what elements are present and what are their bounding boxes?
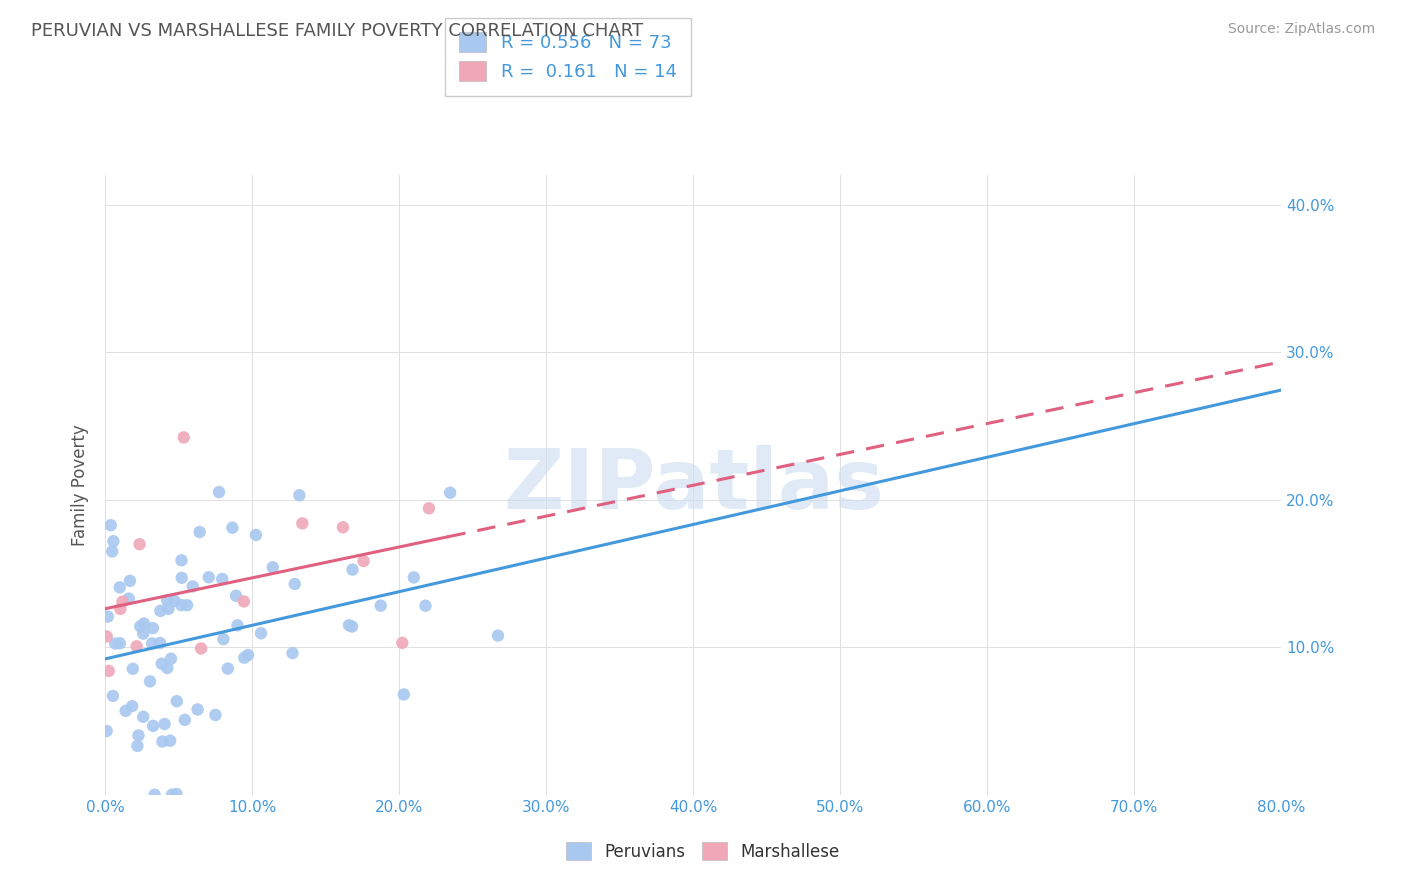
Point xyxy=(152,734,174,748)
Point xyxy=(181,579,204,593)
Point xyxy=(439,485,461,500)
Y-axis label: Family Poverty: Family Poverty xyxy=(72,425,89,546)
Point xyxy=(284,577,307,591)
Point xyxy=(332,520,354,534)
Point xyxy=(486,629,509,643)
Point xyxy=(340,619,363,633)
Point xyxy=(128,537,150,551)
Point xyxy=(101,689,124,703)
Point xyxy=(142,621,165,635)
Point xyxy=(391,636,413,650)
Point xyxy=(245,528,267,542)
Point xyxy=(127,739,149,753)
Point xyxy=(114,704,136,718)
Point xyxy=(212,632,235,647)
Point xyxy=(166,694,188,708)
Point xyxy=(100,518,122,533)
Point xyxy=(132,616,155,631)
Point xyxy=(176,598,198,612)
Point xyxy=(173,713,195,727)
Point xyxy=(160,651,183,665)
Text: PERUVIAN VS MARSHALLESE FAMILY POVERTY CORRELATION CHART: PERUVIAN VS MARSHALLESE FAMILY POVERTY C… xyxy=(31,22,643,40)
Point xyxy=(97,664,120,678)
Point xyxy=(197,570,219,584)
Point xyxy=(118,591,141,606)
Point xyxy=(187,702,209,716)
Point xyxy=(156,593,179,607)
Point xyxy=(337,618,360,632)
Point xyxy=(110,602,132,616)
Point xyxy=(157,602,180,616)
Point xyxy=(402,570,425,584)
Point xyxy=(232,594,254,608)
Legend: Peruvians, Marshallese: Peruvians, Marshallese xyxy=(560,836,846,868)
Point xyxy=(217,661,239,675)
Point xyxy=(163,594,186,608)
Point xyxy=(208,485,231,500)
Point xyxy=(233,650,256,665)
Legend: R = 0.556   N = 73, R =  0.161   N = 14: R = 0.556 N = 73, R = 0.161 N = 14 xyxy=(444,18,692,95)
Point xyxy=(150,657,173,671)
Text: Source: ZipAtlas.com: Source: ZipAtlas.com xyxy=(1227,22,1375,37)
Point xyxy=(118,574,141,588)
Point xyxy=(415,599,437,613)
Point xyxy=(190,641,212,656)
Point xyxy=(141,636,163,650)
Point xyxy=(288,488,311,502)
Point xyxy=(153,717,176,731)
Point xyxy=(160,788,183,802)
Point xyxy=(173,430,195,444)
Point xyxy=(149,636,172,650)
Point xyxy=(281,646,304,660)
Point xyxy=(262,560,284,574)
Point xyxy=(139,674,162,689)
Point xyxy=(250,626,273,640)
Point xyxy=(225,589,247,603)
Point xyxy=(188,524,211,539)
Point xyxy=(149,604,172,618)
Point xyxy=(142,719,165,733)
Text: ZIPatlas: ZIPatlas xyxy=(503,444,884,525)
Point xyxy=(108,636,131,650)
Point xyxy=(121,699,143,714)
Point xyxy=(370,599,392,613)
Point xyxy=(418,501,440,516)
Point xyxy=(96,629,118,643)
Point xyxy=(353,554,375,568)
Point xyxy=(342,563,364,577)
Point xyxy=(204,708,226,723)
Point xyxy=(132,710,155,724)
Point xyxy=(291,516,314,531)
Point xyxy=(97,609,120,624)
Point xyxy=(166,787,188,801)
Point xyxy=(170,571,193,585)
Point xyxy=(96,723,118,738)
Point xyxy=(392,688,415,702)
Point xyxy=(221,521,243,535)
Point xyxy=(132,626,155,640)
Point xyxy=(226,618,249,632)
Point xyxy=(101,544,124,558)
Point xyxy=(236,648,259,662)
Point xyxy=(108,581,131,595)
Point xyxy=(125,640,148,654)
Point xyxy=(170,553,193,567)
Point xyxy=(121,662,143,676)
Point xyxy=(156,661,179,675)
Point xyxy=(103,534,125,549)
Point xyxy=(104,636,127,650)
Point xyxy=(211,572,233,586)
Point xyxy=(127,728,149,742)
Point xyxy=(111,595,134,609)
Point xyxy=(170,598,193,612)
Point xyxy=(143,788,166,802)
Point xyxy=(129,619,152,633)
Point xyxy=(159,733,181,747)
